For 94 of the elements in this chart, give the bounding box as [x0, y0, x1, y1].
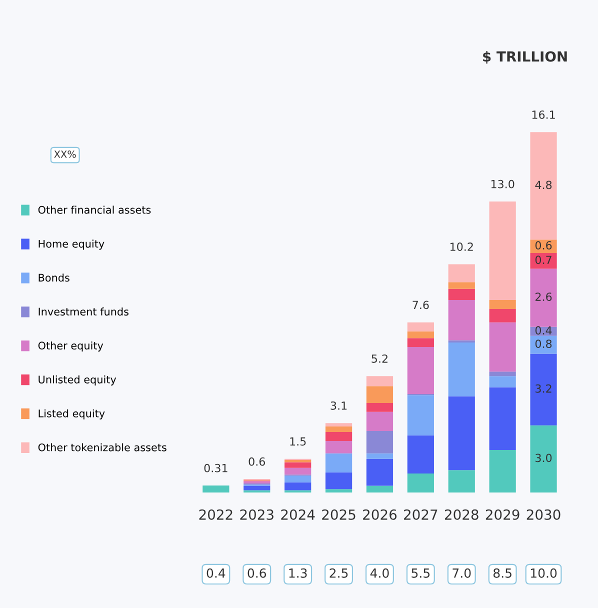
- text: 4.0: [370, 568, 389, 578]
- bar: [284, 476, 312, 482]
- bar: [366, 386, 394, 403]
- legend-label: Bonds: [38, 274, 70, 282]
- bar: [366, 486, 394, 492]
- text: 0.4: [206, 568, 226, 578]
- x-tick-label: 2023: [240, 509, 274, 520]
- x-tick-label: 2025: [322, 509, 356, 520]
- bar: [530, 253, 557, 269]
- bar: [284, 468, 312, 475]
- bar: [448, 470, 475, 492]
- bar: [202, 486, 230, 492]
- bar: [489, 202, 516, 300]
- bar: [448, 342, 475, 396]
- legend-label: Other tokenizable assets: [38, 443, 166, 452]
- bar: [530, 425, 557, 492]
- total-label: 0.6: [248, 457, 266, 466]
- text: 7.0: [452, 568, 471, 578]
- bar: [325, 489, 352, 492]
- text: 8.5: [493, 568, 512, 578]
- bar: [448, 282, 475, 289]
- bar: [407, 338, 434, 348]
- x-tick-label: 2029: [486, 509, 520, 520]
- bar: [366, 376, 394, 386]
- x-tick-label: 2022: [199, 509, 232, 520]
- data-label: 4.8: [535, 180, 552, 190]
- x-tick-label: 2027: [404, 509, 438, 520]
- bar: [284, 482, 312, 490]
- bar: [284, 462, 312, 468]
- bar: [366, 402, 394, 412]
- total-label: 1.5: [290, 437, 306, 446]
- bar: [530, 132, 557, 240]
- total-label: 0.31: [204, 464, 228, 472]
- bar: [325, 432, 352, 442]
- legend-label: Other financial assets: [38, 206, 151, 214]
- bar: [366, 412, 394, 431]
- text: 10.0: [530, 568, 557, 578]
- bar: [530, 240, 557, 254]
- data-label: 0.8: [535, 340, 552, 348]
- bar: [530, 268, 557, 327]
- bar: [325, 441, 352, 454]
- data-label: 0.4: [535, 326, 552, 335]
- bar: [325, 426, 352, 432]
- bar: [325, 472, 352, 490]
- total-label: 5.2: [372, 354, 388, 363]
- total-label: 7.6: [412, 300, 429, 310]
- bar: [407, 435, 434, 474]
- bar: [407, 322, 434, 332]
- bar: [489, 450, 516, 492]
- x-tick-label: 2024: [281, 509, 315, 520]
- chart-subtitle: $ TRILLION: [483, 51, 567, 64]
- total-label: 16.1: [532, 110, 555, 119]
- bar: [407, 347, 434, 394]
- bar: [489, 322, 516, 372]
- bar: [366, 453, 394, 459]
- bar: [325, 453, 352, 472]
- bar: [407, 331, 434, 338]
- bar: [407, 395, 434, 436]
- text: 0.6: [248, 568, 266, 578]
- text: XX%: [54, 150, 76, 158]
- x-tick-label: 2026: [363, 509, 397, 520]
- text: 2.5: [330, 568, 348, 578]
- legend-label: Investment funds: [38, 308, 128, 316]
- bar: [448, 288, 475, 300]
- bar: [325, 423, 352, 426]
- bar: [366, 430, 394, 454]
- legend-label: Unlisted equity: [38, 375, 116, 386]
- x-tick-label: 2028: [444, 509, 478, 520]
- text: 1.3: [289, 568, 307, 578]
- data-label: 2.6: [536, 292, 552, 302]
- bar: [530, 336, 557, 354]
- x-tick-label: 2030: [526, 509, 560, 520]
- text: 5.5: [412, 568, 430, 578]
- total-label: 3.1: [330, 401, 347, 410]
- data-label: 0.6: [535, 241, 552, 250]
- bar: [489, 372, 516, 376]
- bar: [489, 376, 516, 388]
- bar: [366, 458, 394, 486]
- bar: [489, 300, 516, 309]
- data-label: 0.7: [535, 256, 552, 264]
- bar: [448, 264, 475, 282]
- legend-label: Other equity: [38, 341, 104, 352]
- data-label: 3.2: [536, 384, 552, 393]
- bar: [448, 396, 475, 470]
- bar: [489, 308, 516, 322]
- bar: [489, 387, 516, 450]
- bar: [448, 300, 475, 340]
- legend-label: Home equity: [38, 240, 104, 250]
- bar: [407, 473, 434, 492]
- legend-label: Listed equity: [38, 409, 105, 420]
- bar: [530, 354, 557, 426]
- data-label: 3.0: [536, 454, 552, 462]
- total-label: 10.2: [450, 242, 473, 251]
- total-label: 13.0: [491, 180, 514, 188]
